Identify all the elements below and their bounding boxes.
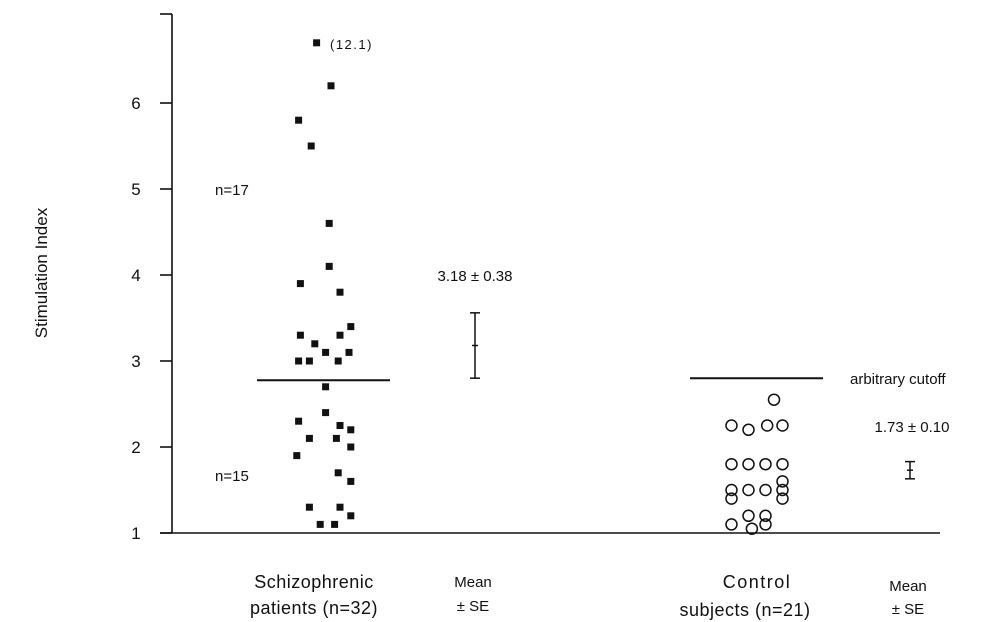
schizophrenic-point-22 bbox=[347, 426, 355, 434]
control-point-11 bbox=[725, 483, 738, 497]
schizophrenic-point-8 bbox=[336, 288, 344, 296]
control-point-1 bbox=[767, 393, 781, 406]
control-point-14 bbox=[776, 483, 789, 497]
control-point-16 bbox=[776, 492, 789, 505]
data-marks bbox=[257, 39, 915, 535]
schizophrenic-point-11 bbox=[336, 331, 344, 339]
schizophrenic-point-18 bbox=[322, 383, 330, 391]
control-point-17 bbox=[742, 509, 755, 523]
control-point-6 bbox=[725, 457, 738, 471]
schizophrenic-point-13 bbox=[322, 348, 330, 356]
schizophrenic-category-label-line2: patients (n=32) bbox=[250, 598, 378, 618]
control-category-label-line1: Control bbox=[723, 572, 792, 592]
schizophrenic-point-17 bbox=[334, 357, 342, 365]
outlier-label: (12.1) bbox=[330, 37, 373, 52]
cutoff-label: arbitrary cutoff bbox=[850, 371, 946, 388]
schizophrenic-point-4 bbox=[307, 142, 315, 150]
control-point-12 bbox=[742, 483, 755, 497]
axes bbox=[160, 13, 940, 534]
schizophrenic-point-29 bbox=[305, 503, 313, 511]
schizophrenic-mean-label-line1: Mean bbox=[454, 574, 492, 591]
schizophrenic-point-5 bbox=[325, 219, 333, 227]
control-mean-text: 1.73 ± 0.10 bbox=[875, 419, 950, 436]
count-above-cutoff: n=17 bbox=[215, 182, 249, 199]
control-point-15 bbox=[725, 492, 738, 505]
y-tick-label-6: 6 bbox=[131, 94, 140, 113]
schizophrenic-point-6 bbox=[325, 262, 333, 270]
control-mean-label-line1: Mean bbox=[889, 578, 927, 595]
control-point-8 bbox=[759, 457, 772, 471]
schizophrenic-mean-label-line2: ± SE bbox=[457, 598, 489, 615]
schizophrenic-point-26 bbox=[293, 452, 301, 460]
schizophrenic-point-31 bbox=[347, 512, 355, 520]
control-mean-label-line2: ± SE bbox=[892, 601, 924, 618]
control-point-2 bbox=[725, 419, 738, 432]
schizophrenic-point-25 bbox=[347, 443, 355, 451]
y-ticks: 1 2 3 4 5 6 bbox=[131, 94, 172, 543]
control-point-4 bbox=[760, 419, 774, 432]
control-point-7 bbox=[742, 457, 755, 471]
control-point-5 bbox=[776, 419, 789, 432]
schizophrenic-point-16 bbox=[305, 357, 313, 365]
control-point-9 bbox=[776, 457, 789, 471]
chart-labels: Stimulation Index arbitrary cutoff 3.18 ± … bbox=[32, 37, 949, 620]
control-point-21 bbox=[745, 522, 759, 535]
y-tick-label-3: 3 bbox=[131, 352, 140, 371]
schizophrenic-point-30 bbox=[336, 503, 344, 511]
schizophrenic-point-32 bbox=[316, 520, 324, 528]
control-point-20 bbox=[759, 518, 772, 531]
schizophrenic-point-10 bbox=[296, 331, 304, 339]
schizophrenic-point-27 bbox=[334, 469, 342, 477]
schizophrenic-point-3 bbox=[295, 116, 303, 124]
y-tick-label-2: 2 bbox=[131, 438, 140, 457]
control-point-3 bbox=[742, 423, 755, 437]
schizophrenic-mean-text: 3.18 ± 0.38 bbox=[438, 268, 513, 285]
y-tick-label-4: 4 bbox=[131, 266, 140, 285]
control-point-13 bbox=[759, 483, 772, 497]
schizophrenic-point-12 bbox=[311, 340, 319, 348]
schizophrenic-point-2 bbox=[327, 82, 335, 90]
control-point-18 bbox=[759, 509, 772, 523]
schizophrenic-point-7 bbox=[296, 280, 304, 288]
y-axis-label: Stimulation Index bbox=[32, 207, 51, 338]
schizophrenic-point-19 bbox=[322, 409, 330, 417]
control-category-label-line2: subjects (n=21) bbox=[679, 600, 810, 620]
schizophrenic-point-1 bbox=[313, 39, 321, 47]
schizophrenic-point-33 bbox=[331, 520, 339, 528]
control-point-10 bbox=[776, 475, 789, 488]
y-tick-label-1: 1 bbox=[131, 524, 140, 543]
control-point-19 bbox=[725, 518, 738, 531]
schizophrenic-point-20 bbox=[295, 417, 303, 425]
schizophrenic-point-28 bbox=[347, 477, 355, 485]
y-tick-label-5: 5 bbox=[131, 180, 140, 199]
schizophrenic-category-label-line1: Schizophrenic bbox=[254, 572, 374, 592]
schizophrenic-point-21 bbox=[336, 422, 344, 429]
schizophrenic-point-9 bbox=[347, 323, 355, 331]
schizophrenic-point-23 bbox=[305, 434, 313, 442]
schizophrenic-point-24 bbox=[332, 434, 340, 442]
schizophrenic-point-14 bbox=[345, 348, 353, 356]
schizophrenic-point-15 bbox=[295, 357, 303, 365]
count-below-cutoff: n=15 bbox=[215, 468, 249, 485]
